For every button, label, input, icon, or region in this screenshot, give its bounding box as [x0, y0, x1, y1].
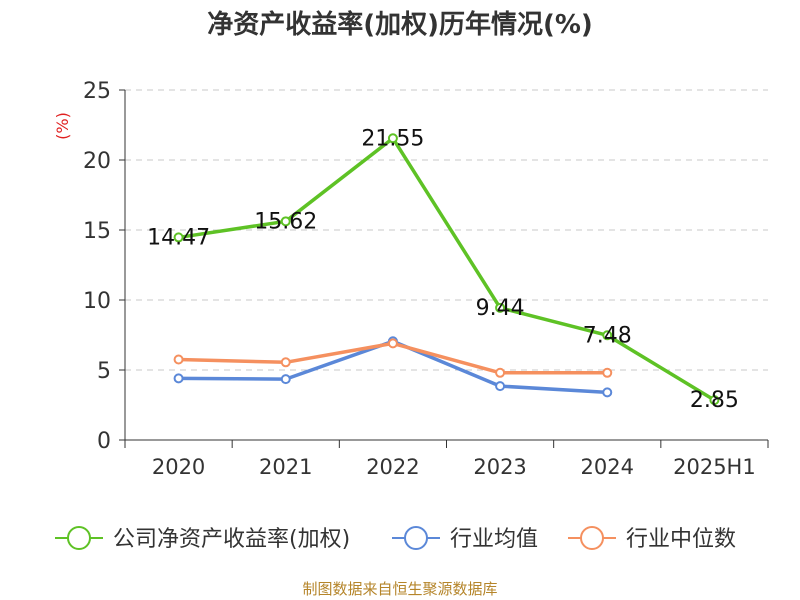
y-tick-label: 15 — [83, 219, 111, 244]
y-tick-label: 0 — [97, 429, 111, 454]
data-labels: 14.47 15.62 21.55 9.44 7.48 2.85 — [147, 126, 739, 413]
legend-item[interactable]: 行业均值 — [392, 526, 538, 552]
data-point — [602, 367, 613, 378]
x-tick-label: 2024 — [581, 455, 634, 479]
legend-label: 行业均值 — [450, 527, 538, 552]
data-point — [709, 395, 720, 406]
data-point — [280, 216, 291, 227]
x-tick-label: 2022 — [366, 455, 419, 479]
series-lines — [173, 133, 720, 406]
data-point — [173, 354, 184, 365]
legend-item[interactable]: 公司净资产收益率(加权) — [55, 526, 350, 552]
chart-title: 净资产收益率(加权)历年情况(%) — [207, 10, 593, 40]
legend-marker — [404, 526, 428, 550]
data-label: 14.47 — [147, 225, 210, 250]
data-point — [495, 381, 506, 392]
legend-marker — [580, 526, 604, 550]
grid-lines — [125, 89, 768, 371]
y-tick-label: 25 — [83, 79, 111, 104]
data-point — [173, 232, 184, 243]
data-point — [495, 302, 506, 313]
series-line — [178, 136, 716, 402]
legend-label: 公司净资产收益率(加权) — [113, 527, 350, 552]
series-line — [178, 339, 608, 395]
data-point — [173, 373, 184, 384]
y-axis-label: (%) — [53, 112, 72, 140]
data-point — [387, 338, 398, 349]
data-point — [280, 374, 291, 385]
x-tick-label: 2020 — [152, 455, 205, 479]
data-point — [602, 387, 613, 398]
data-point — [387, 133, 398, 144]
data-label: 2.85 — [690, 388, 739, 413]
axes: (%) 0 5 10 15 20 25 2020 2021 2022 2023 2024 2025H1 — [53, 79, 769, 479]
legend-label: 行业中位数 — [626, 527, 736, 552]
data-point — [280, 357, 291, 368]
y-tick-label: 10 — [83, 289, 111, 314]
data-point — [495, 367, 506, 378]
legend-item[interactable]: 行业中位数 — [568, 526, 736, 552]
x-tick-label: 2021 — [259, 455, 312, 479]
data-point — [602, 330, 613, 341]
y-tick-label: 5 — [97, 359, 111, 384]
legend-marker — [67, 526, 91, 550]
footer-source: 制图数据来自恒生聚源数据库 — [302, 580, 498, 598]
data-label: 9.44 — [476, 296, 525, 321]
x-tick-label: 2023 — [473, 455, 526, 479]
y-tick-label: 20 — [83, 149, 111, 174]
data-label: 21.55 — [361, 126, 424, 151]
x-tick-label: 2025H1 — [673, 455, 756, 479]
legend[interactable]: 公司净资产收益率(加权) 行业均值 行业中位数 — [55, 526, 736, 552]
data-label: 15.62 — [254, 209, 317, 234]
data-label: 7.48 — [583, 323, 632, 348]
